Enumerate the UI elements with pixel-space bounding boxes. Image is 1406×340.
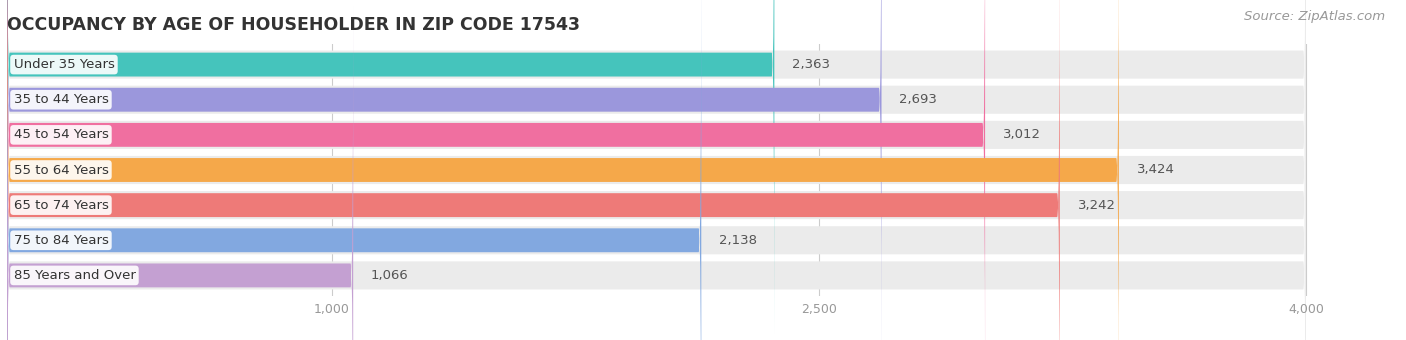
FancyBboxPatch shape [7, 0, 986, 340]
Text: Source: ZipAtlas.com: Source: ZipAtlas.com [1244, 10, 1385, 23]
FancyBboxPatch shape [7, 0, 1306, 340]
FancyBboxPatch shape [7, 0, 1306, 340]
FancyBboxPatch shape [7, 0, 775, 334]
Text: 85 Years and Over: 85 Years and Over [14, 269, 135, 282]
Text: 2,363: 2,363 [792, 58, 830, 71]
FancyBboxPatch shape [7, 0, 1060, 340]
Text: OCCUPANCY BY AGE OF HOUSEHOLDER IN ZIP CODE 17543: OCCUPANCY BY AGE OF HOUSEHOLDER IN ZIP C… [7, 16, 581, 34]
FancyBboxPatch shape [7, 0, 882, 340]
Text: 55 to 64 Years: 55 to 64 Years [14, 164, 108, 176]
FancyBboxPatch shape [7, 8, 1306, 340]
FancyBboxPatch shape [7, 0, 1306, 340]
Text: 2,138: 2,138 [718, 234, 758, 247]
FancyBboxPatch shape [7, 6, 353, 340]
Text: 45 to 54 Years: 45 to 54 Years [14, 129, 108, 141]
FancyBboxPatch shape [7, 0, 1306, 332]
FancyBboxPatch shape [7, 0, 1306, 340]
Text: Under 35 Years: Under 35 Years [14, 58, 114, 71]
Text: 3,424: 3,424 [1136, 164, 1174, 176]
Text: 2,693: 2,693 [900, 93, 938, 106]
FancyBboxPatch shape [7, 0, 1119, 340]
FancyBboxPatch shape [7, 0, 702, 340]
Text: 3,242: 3,242 [1077, 199, 1115, 211]
Text: 35 to 44 Years: 35 to 44 Years [14, 93, 108, 106]
FancyBboxPatch shape [7, 0, 1306, 340]
Text: 65 to 74 Years: 65 to 74 Years [14, 199, 108, 211]
Text: 1,066: 1,066 [371, 269, 409, 282]
Text: 75 to 84 Years: 75 to 84 Years [14, 234, 108, 247]
Text: 3,012: 3,012 [1002, 129, 1040, 141]
